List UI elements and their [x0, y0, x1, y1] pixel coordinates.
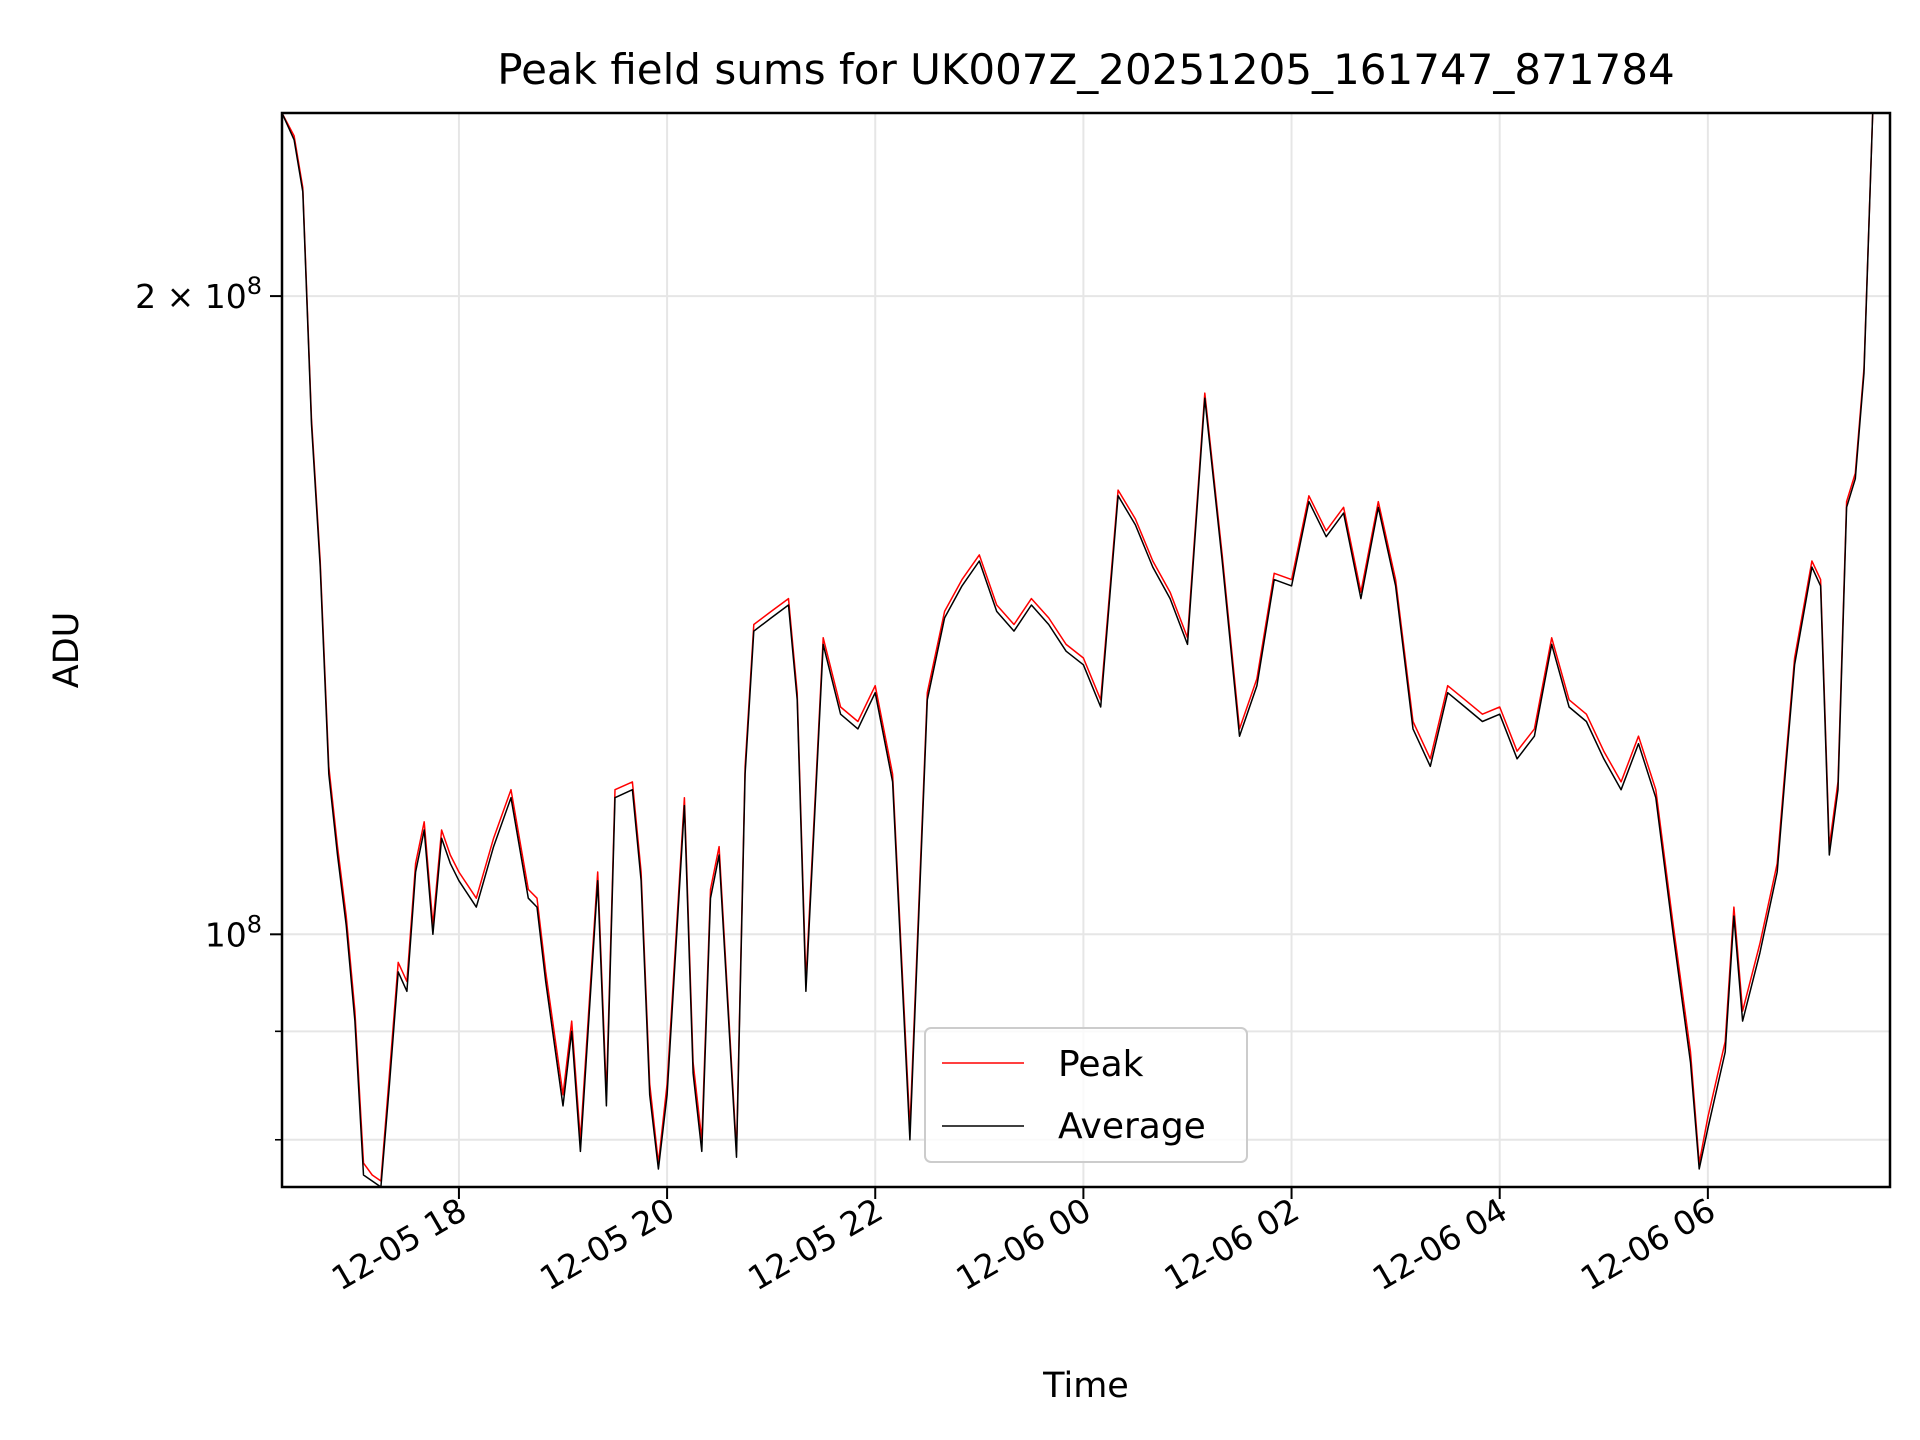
y-axis: 108 2 × 108	[135, 272, 282, 1141]
chart-title: Peak field sums for UK007Z_20251205_1617…	[497, 45, 1674, 94]
grid-lines	[282, 113, 1890, 1187]
y-tick-label: 2 × 108	[135, 272, 262, 316]
series-line-average	[282, 113, 1874, 1187]
series-layer	[282, 113, 1874, 1187]
plot-frame	[280, 111, 1892, 1189]
y-tick-label: 108	[205, 910, 262, 954]
legend-average-label: Average	[1058, 1106, 1206, 1147]
x-axis-label: Time	[1042, 1366, 1129, 1406]
legend-box	[924, 1027, 1248, 1163]
legend-peak-label: Peak	[1058, 1044, 1144, 1085]
legend: Peak Average	[924, 1027, 1248, 1163]
series-line-peak	[282, 113, 1874, 1182]
y-axis-label: ADU	[47, 612, 87, 689]
